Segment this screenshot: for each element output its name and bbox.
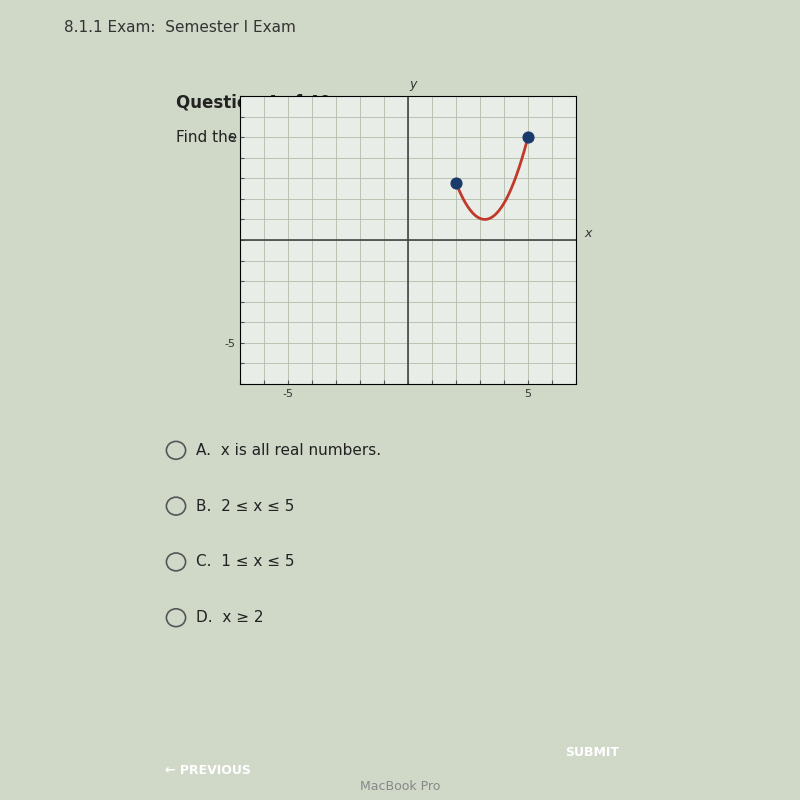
Point — [450, 177, 462, 190]
Text: Question 4 of 40: Question 4 of 40 — [176, 94, 331, 111]
Text: A.  x is all real numbers.: A. x is all real numbers. — [196, 443, 381, 458]
Text: D.  x ≥ 2: D. x ≥ 2 — [196, 610, 263, 626]
Text: SUBMIT: SUBMIT — [565, 746, 619, 758]
Text: 8.1.1 Exam:  Semester I Exam: 8.1.1 Exam: Semester I Exam — [64, 21, 296, 35]
Text: B.  2 ≤ x ≤ 5: B. 2 ≤ x ≤ 5 — [196, 498, 294, 514]
Text: MacBook Pro: MacBook Pro — [360, 779, 440, 793]
Text: x: x — [584, 227, 592, 240]
Point — [522, 130, 534, 143]
Text: y: y — [409, 78, 417, 90]
Text: ← PREVIOUS: ← PREVIOUS — [165, 763, 251, 777]
Text: C.  1 ≤ x ≤ 5: C. 1 ≤ x ≤ 5 — [196, 554, 294, 570]
Text: Find the domain of the graphed function.: Find the domain of the graphed function. — [176, 130, 490, 146]
